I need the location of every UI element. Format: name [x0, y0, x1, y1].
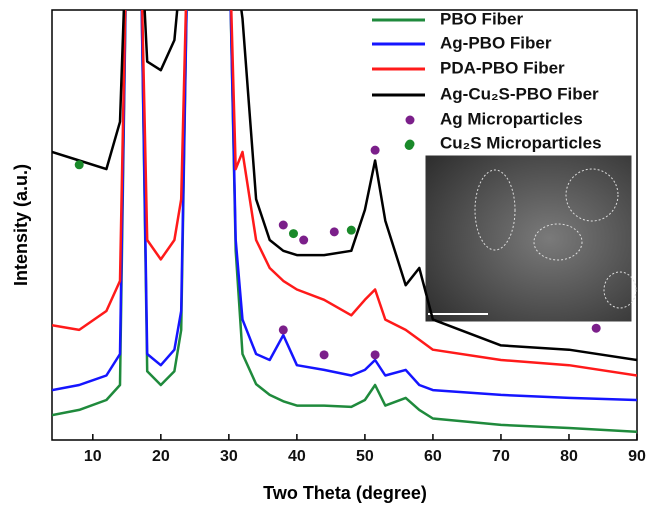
series-line [52, 10, 637, 362]
series-line [52, 10, 637, 434]
x-tick-label: 30 [220, 448, 238, 465]
x-tick-label: 90 [628, 448, 646, 465]
phase-marker [591, 323, 601, 333]
inset-circle [474, 169, 516, 251]
phase-marker [346, 225, 356, 235]
tem-inset [424, 154, 637, 323]
series-line [52, 10, 637, 402]
phase-marker [370, 350, 380, 360]
x-tick-label: 70 [492, 448, 510, 465]
legend-label: Cu₂S Microparticles [440, 133, 602, 152]
legend-label: Ag-Cu₂S-PBO Fiber [440, 84, 599, 103]
inset-circle [533, 223, 583, 261]
phase-marker [278, 220, 288, 230]
x-tick-label: 40 [288, 448, 306, 465]
x-tick-label: 10 [84, 448, 102, 465]
x-tick-label: 50 [356, 448, 374, 465]
x-tick-label: 60 [424, 448, 442, 465]
x-axis-title: Two Theta (degree) [263, 483, 427, 503]
series-line [52, 10, 637, 377]
legend-swatch [405, 115, 415, 125]
phase-marker [288, 229, 298, 239]
inset-circle [565, 168, 619, 222]
phase-marker [299, 235, 309, 245]
plot-frame [51, 9, 638, 441]
phase-marker [74, 160, 84, 170]
y-axis-title: Intensity (a.u.) [11, 164, 31, 286]
legend-label: PBO Fiber [440, 9, 524, 28]
legend-label: Ag Microparticles [440, 109, 583, 128]
phase-marker [370, 145, 380, 155]
x-tick-label: 20 [152, 448, 170, 465]
plot-area [52, 10, 637, 434]
legend-label: Ag-PBO Fiber [440, 33, 552, 52]
x-tick-label: 80 [560, 448, 578, 465]
inset-image [424, 154, 633, 323]
phase-marker [319, 350, 329, 360]
legend-swatch [405, 139, 415, 149]
inset-circle [603, 271, 637, 309]
legend-label: PDA-PBO Fiber [440, 58, 565, 77]
phase-marker [278, 325, 288, 335]
phase-marker [329, 227, 339, 237]
